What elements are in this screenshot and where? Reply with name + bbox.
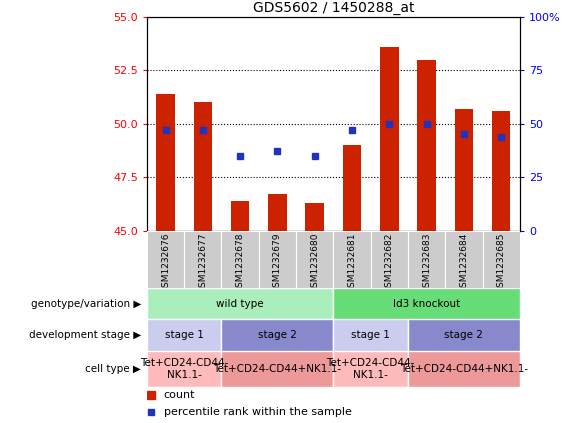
Text: Tet+CD24-CD44+NK1.1-: Tet+CD24-CD44+NK1.1- (214, 364, 341, 374)
Bar (418, 60, 436, 231)
Text: GSM1232682: GSM1232682 (385, 232, 394, 293)
Bar (408, 351, 520, 387)
Bar (333, 319, 408, 351)
Bar (221, 351, 333, 387)
Bar (333, 231, 371, 288)
Bar (408, 319, 520, 351)
Text: stage 1: stage 1 (165, 330, 203, 340)
Bar (193, 102, 212, 231)
Bar (221, 231, 259, 288)
Text: GSM1232683: GSM1232683 (422, 232, 431, 293)
Text: stage 1: stage 1 (351, 330, 390, 340)
Text: GSM1232680: GSM1232680 (310, 232, 319, 293)
Bar (147, 231, 184, 288)
Text: genotype/variation ▶: genotype/variation ▶ (31, 299, 141, 308)
Bar (296, 231, 333, 288)
Text: cell type ▶: cell type ▶ (85, 364, 141, 374)
Text: GSM1232685: GSM1232685 (497, 232, 506, 293)
Text: stage 2: stage 2 (445, 330, 483, 340)
Text: Tet+CD24-CD44+NK1.1-: Tet+CD24-CD44+NK1.1- (400, 364, 528, 374)
Bar (333, 288, 520, 319)
Text: GSM1232681: GSM1232681 (347, 232, 357, 293)
Bar (147, 288, 333, 319)
Bar (445, 231, 483, 288)
Text: GSM1232678: GSM1232678 (236, 232, 245, 293)
Text: GSM1232679: GSM1232679 (273, 232, 282, 293)
Text: count: count (164, 390, 195, 400)
Bar (483, 231, 520, 288)
Bar (268, 194, 287, 231)
Bar (492, 111, 511, 231)
Bar (156, 94, 175, 231)
Text: wild type: wild type (216, 299, 264, 308)
Bar (231, 201, 250, 231)
Text: stage 2: stage 2 (258, 330, 297, 340)
Text: GSM1232676: GSM1232676 (161, 232, 170, 293)
Text: GSM1232684: GSM1232684 (459, 232, 468, 293)
Bar (371, 231, 408, 288)
Bar (184, 231, 221, 288)
Text: GSM1232677: GSM1232677 (198, 232, 207, 293)
Text: Tet+CD24-CD44-
NK1.1-: Tet+CD24-CD44- NK1.1- (327, 358, 415, 380)
Bar (333, 351, 408, 387)
Text: development stage ▶: development stage ▶ (29, 330, 141, 340)
Bar (306, 203, 324, 231)
Bar (455, 109, 473, 231)
Text: percentile rank within the sample: percentile rank within the sample (164, 407, 351, 417)
Bar (221, 319, 333, 351)
Bar (408, 231, 445, 288)
Bar (380, 47, 399, 231)
Bar (147, 319, 221, 351)
Bar (259, 231, 296, 288)
Text: ld3 knockout: ld3 knockout (393, 299, 460, 308)
Bar (343, 145, 362, 231)
Text: Tet+CD24-CD44-
NK1.1-: Tet+CD24-CD44- NK1.1- (140, 358, 228, 380)
Bar (147, 351, 221, 387)
Title: GDS5602 / 1450288_at: GDS5602 / 1450288_at (253, 0, 414, 14)
